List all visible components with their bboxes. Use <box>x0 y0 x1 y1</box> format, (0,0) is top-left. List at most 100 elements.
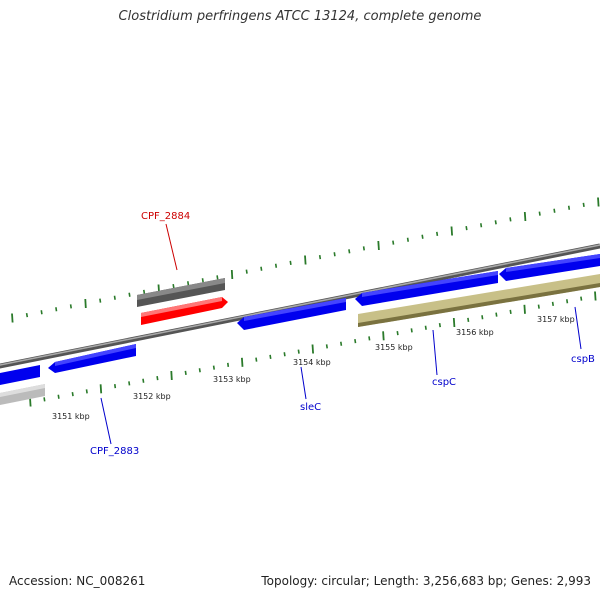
connector-cspb <box>574 306 582 350</box>
inner-tick-minor <box>438 322 441 328</box>
tick-label-3153: 3153 kbp <box>213 375 251 384</box>
inner-tick-major <box>29 397 32 407</box>
accession-text: Accession: NC_008261 <box>9 574 146 588</box>
tick-label-3156: 3156 kbp <box>456 328 494 337</box>
outer-tick-minor <box>99 298 102 303</box>
outer-tick-minor <box>480 223 483 228</box>
outer-tick-major <box>11 313 14 323</box>
connector-cpf-2883 <box>100 397 112 445</box>
inner-tick-minor <box>227 362 230 367</box>
genome-backbone <box>0 243 600 369</box>
label-connectors <box>100 223 582 445</box>
outer-tick-minor <box>406 237 409 242</box>
outer-tick-minor <box>421 234 424 239</box>
outer-tick-major <box>377 240 380 251</box>
outer-tick-minor <box>128 292 131 297</box>
feature-cpf-2884-red[interactable] <box>141 297 228 325</box>
inner-tick-minor <box>354 338 357 344</box>
inner-tick-major <box>523 304 526 314</box>
gene-label-cspb[interactable]: cspB <box>571 354 595 365</box>
feature-olive-region[interactable] <box>358 274 600 327</box>
inner-tick-major <box>382 331 385 341</box>
inner-tick-minor <box>142 378 145 383</box>
inner-tick-minor <box>71 391 74 397</box>
inner-tick-major <box>452 317 456 328</box>
inner-tick-minor <box>269 354 272 360</box>
inner-tick-minor <box>156 375 159 381</box>
inner-tick-row <box>29 291 597 407</box>
inner-tick-major <box>170 370 173 381</box>
map-title: Clostridium perfringens ATCC 13124, comp… <box>118 9 482 24</box>
feature-slec[interactable] <box>237 298 346 330</box>
inner-tick-minor <box>325 344 328 349</box>
outer-tick-minor <box>465 225 468 231</box>
feature-cspc[interactable] <box>355 271 498 306</box>
inner-tick-minor <box>85 389 88 394</box>
outer-tick-minor <box>333 252 336 257</box>
outer-tick-minor <box>392 240 395 245</box>
inner-tick-minor <box>566 299 569 304</box>
inner-tick-minor <box>495 312 498 317</box>
tick-label-3152: 3152 kbp <box>133 392 171 401</box>
inner-tick-major <box>241 357 244 367</box>
inner-tick-minor <box>580 296 583 301</box>
inner-tick-minor <box>43 397 46 402</box>
gene-label-slec[interactable]: sleC <box>300 402 321 413</box>
feature-cpf-2884-gray[interactable] <box>137 278 225 307</box>
inner-tick-minor <box>255 357 258 362</box>
outer-tick-minor <box>260 266 263 271</box>
backbone-line <box>0 243 600 369</box>
connector-cpf-2884 <box>165 223 178 271</box>
inner-tick-minor <box>128 381 131 386</box>
outer-tick-major <box>84 298 87 309</box>
inner-tick-minor <box>396 330 399 336</box>
feature-left-gray-partial[interactable] <box>0 384 45 406</box>
backbone-highlight <box>0 244 600 366</box>
outer-tick-minor <box>187 281 190 286</box>
inner-tick-minor <box>424 325 427 330</box>
outer-tick-minor <box>172 283 175 289</box>
outer-tick-major <box>230 269 234 280</box>
inner-tick-minor <box>410 328 413 333</box>
inner-tick-minor <box>198 368 201 373</box>
outer-tick-minor <box>25 312 29 318</box>
outer-tick-minor <box>362 246 365 251</box>
outer-tick-minor <box>509 217 512 222</box>
outer-tick-minor <box>69 304 72 309</box>
feature-cpf-2883[interactable] <box>48 344 136 373</box>
inner-tick-major <box>311 344 314 354</box>
outer-tick-major <box>304 255 307 265</box>
outer-tick-minor <box>582 202 585 208</box>
outer-tick-minor <box>55 307 58 312</box>
gene-label-cspc[interactable]: cspC <box>432 377 456 388</box>
inner-tick-minor <box>114 384 117 389</box>
outer-tick-major <box>450 226 453 236</box>
gene-label-cpf-2884[interactable]: CPF_2884 <box>141 211 190 222</box>
tick-label-3155: 3155 kbp <box>375 343 413 352</box>
gene-label-cpf-2883[interactable]: CPF_2883 <box>90 446 139 457</box>
outer-tick-minor <box>216 275 219 280</box>
tick-label-3154: 3154 kbp <box>293 358 331 367</box>
inner-tick-minor <box>212 365 215 370</box>
inner-tick-major <box>594 291 597 301</box>
outer-tick-minor <box>318 254 322 260</box>
tick-labels: 3151 kbp 3152 kbp 3153 kbp 3154 kbp 3155… <box>52 315 575 421</box>
outer-tick-minor <box>245 269 248 274</box>
outer-tick-minor <box>553 208 556 213</box>
outer-tick-minor <box>289 260 292 266</box>
inner-tick-minor <box>184 370 187 376</box>
feature-cspb[interactable] <box>499 254 600 281</box>
connector-slec <box>300 366 307 400</box>
outer-tick-major <box>597 197 600 207</box>
outer-tick-minor <box>538 211 541 216</box>
outer-tick-minor <box>567 205 571 210</box>
gene-labels: CPF_2884 CPF_2883 sleC cspC cspB <box>90 211 595 457</box>
inner-tick-minor <box>481 315 484 320</box>
inner-tick-minor <box>509 309 512 315</box>
outer-tick-minor <box>40 310 43 315</box>
outer-tick-minor <box>436 231 439 237</box>
inner-tick-minor <box>368 336 371 341</box>
inner-tick-minor <box>551 301 554 307</box>
feature-left-blue-partial[interactable] <box>0 365 40 386</box>
